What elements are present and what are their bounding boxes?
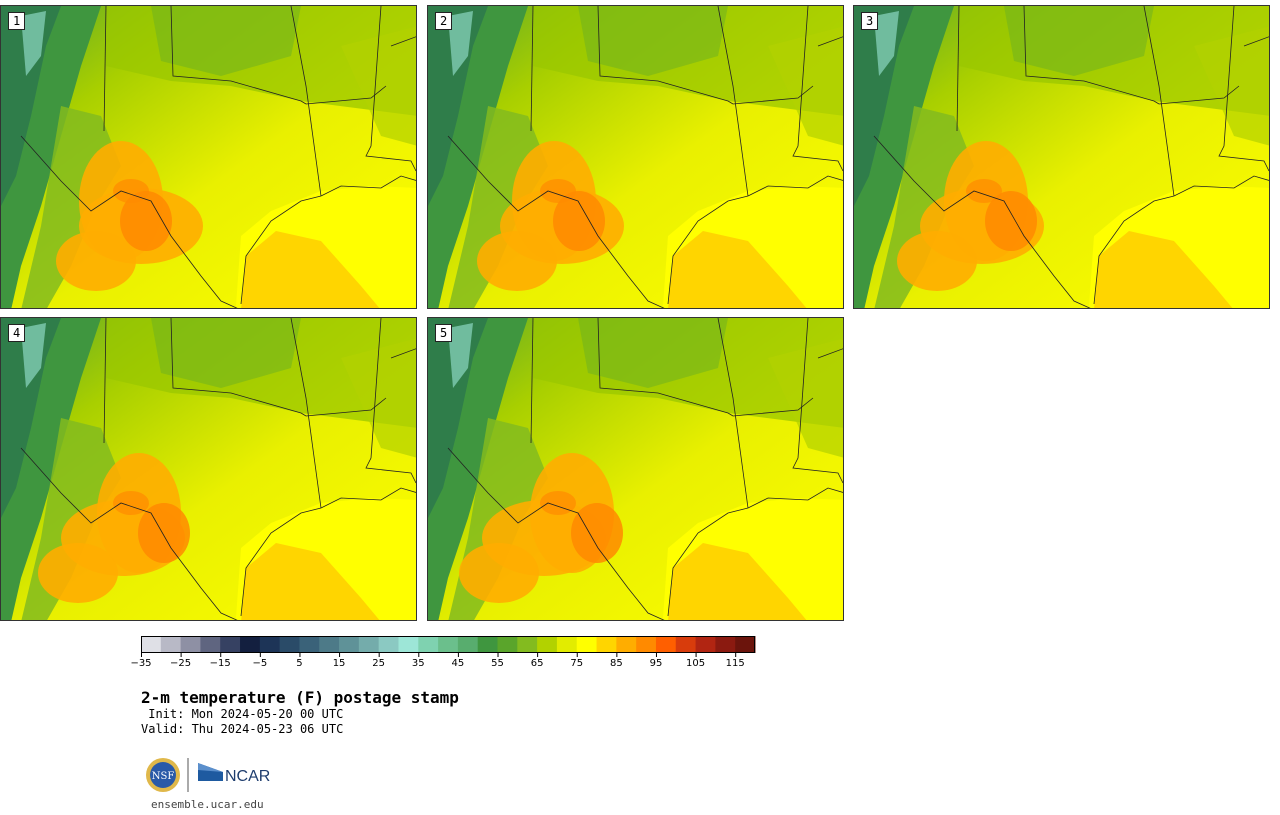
init-time: Init: Mon 2024-05-20 00 UTC [141, 707, 344, 721]
panel-5: 5 [427, 317, 844, 621]
colorbar-tick-label: 105 [686, 658, 706, 669]
nsf-logo-icon: NSF [146, 758, 180, 792]
svg-text:NSF: NSF [152, 771, 175, 782]
temperature-map [428, 318, 843, 620]
colorbar-swatch [398, 636, 419, 653]
colorbar-tick-label: 35 [411, 658, 425, 669]
colorbar-swatch [279, 636, 300, 653]
panel-3: 3 [853, 5, 1270, 309]
colorbar-tick-label: 65 [530, 658, 544, 669]
ncar-logo-icon: NCAR [198, 763, 270, 785]
colorbar-tick-label: 75 [570, 658, 584, 669]
colorbar-tick-label: 95 [649, 658, 663, 669]
panel-4: 4 [0, 317, 417, 621]
colorbar-swatch [556, 636, 578, 653]
temperature-map [428, 6, 843, 308]
colorbar-swatch [596, 636, 617, 653]
colorbar-swatch [477, 636, 499, 653]
colorbar-swatch [378, 636, 399, 653]
panel-number: 1 [8, 12, 26, 30]
valid-time: Valid: Thu 2024-05-23 06 UTC [141, 722, 344, 736]
colorbar-swatch [695, 636, 716, 653]
colorbar-swatch [160, 636, 182, 653]
panel-2: 2 [427, 5, 844, 309]
colorbar-swatch [576, 636, 598, 653]
panel-number: 3 [861, 12, 879, 30]
colorbar-swatch [517, 636, 538, 653]
colorbar-swatch [537, 636, 558, 653]
panel-number: 4 [8, 324, 26, 342]
nsf-ncar-logos: NSF NCAR [146, 758, 270, 792]
colorbar-swatch [358, 636, 380, 653]
colorbar-swatch [616, 636, 637, 653]
colorbar-tick-label: −5 [252, 658, 268, 669]
colorbar-swatch [655, 636, 677, 653]
colorbar-tick-label: 25 [372, 658, 386, 669]
colorbar-swatch [438, 636, 459, 653]
temperature-map [1, 318, 416, 620]
colorbar-tick-label: 45 [451, 658, 465, 669]
colorbar-swatch [457, 636, 479, 653]
colorbar [141, 636, 756, 657]
colorbar-swatch [259, 636, 281, 653]
colorbar-tick-label: 85 [609, 658, 623, 669]
colorbar-tick-label: 5 [296, 658, 303, 669]
temperature-map [854, 6, 1269, 308]
temperature-map [1, 6, 416, 308]
colorbar-swatch [715, 636, 736, 653]
colorbar-swatch [735, 636, 756, 653]
panel-number: 5 [435, 324, 453, 342]
colorbar-swatch [240, 636, 261, 653]
colorbar-swatch [418, 636, 439, 653]
colorbar-tick-label: 15 [332, 658, 346, 669]
colorbar-tick-label: −25 [170, 658, 192, 669]
colorbar-swatch [200, 636, 221, 653]
colorbar-swatch [497, 636, 518, 653]
colorbar-tick-label: 115 [725, 658, 745, 669]
colorbar-tick-label: 55 [491, 658, 504, 669]
colorbar-swatch [319, 636, 340, 653]
site-url: ensemble.ucar.edu [151, 798, 264, 811]
colorbar-swatch [180, 636, 201, 653]
chart-title: 2-m temperature (F) postage stamp [141, 688, 459, 707]
panel-number: 2 [435, 12, 453, 30]
colorbar-swatch [675, 636, 697, 653]
panel-1: 1 [0, 5, 417, 309]
colorbar-tick-label: −35 [130, 658, 152, 669]
colorbar-swatch [220, 636, 241, 653]
colorbar-swatch [299, 636, 320, 653]
colorbar-tick-label: −15 [209, 658, 231, 669]
colorbar-swatch [636, 636, 657, 653]
colorbar-tick-labels: −35 −25 −15 −5 5 15 25 35 45 55 65 75 85 95 105 115 [130, 658, 761, 674]
svg-text:NCAR: NCAR [225, 768, 270, 785]
colorbar-swatch [339, 636, 360, 653]
colorbar-swatch [141, 636, 162, 653]
